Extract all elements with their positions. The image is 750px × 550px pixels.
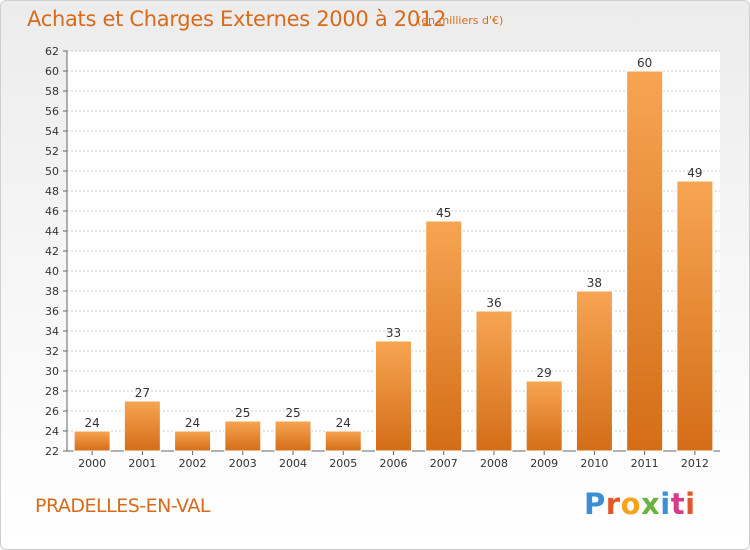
bar-value-label: 27 bbox=[135, 386, 150, 400]
bar-value-label: 24 bbox=[185, 416, 200, 430]
y-tick-label: 36 bbox=[45, 305, 59, 318]
y-tick-label: 22 bbox=[45, 445, 59, 458]
x-tick-label: 2006 bbox=[380, 457, 408, 470]
bar bbox=[475, 310, 513, 452]
chart-title: Achats et Charges Externes 2000 à 2012 bbox=[27, 7, 447, 31]
x-tick-label: 2002 bbox=[179, 457, 207, 470]
brand-letter: r bbox=[605, 487, 621, 521]
x-tick-label: 2004 bbox=[279, 457, 307, 470]
y-tick-label: 54 bbox=[45, 125, 59, 138]
bar bbox=[375, 340, 412, 452]
bar bbox=[224, 420, 262, 452]
bar-value-label: 29 bbox=[537, 366, 552, 380]
brand-letter: t bbox=[670, 487, 686, 521]
proxiti-logo: Proxiti bbox=[584, 487, 696, 521]
x-tick-label: 2001 bbox=[128, 457, 156, 470]
bar-value-label: 60 bbox=[637, 56, 652, 70]
x-tick-label: 2000 bbox=[78, 457, 106, 470]
y-tick-label: 62 bbox=[45, 45, 59, 58]
bar-value-label: 49 bbox=[687, 166, 702, 180]
y-tick-label: 56 bbox=[45, 105, 59, 118]
x-tick-label: 2010 bbox=[580, 457, 608, 470]
bar bbox=[123, 400, 161, 452]
x-tick-label: 2009 bbox=[530, 457, 558, 470]
brand-letter: P bbox=[584, 487, 606, 521]
y-tick-label: 42 bbox=[45, 245, 59, 258]
y-tick-label: 32 bbox=[45, 345, 59, 358]
y-tick-label: 50 bbox=[45, 165, 59, 178]
brand-letter: i bbox=[660, 487, 671, 521]
y-tick-label: 28 bbox=[45, 385, 59, 398]
bar bbox=[575, 290, 613, 452]
place-name: PRADELLES-EN-VAL bbox=[35, 495, 210, 517]
x-tick-label: 2012 bbox=[681, 457, 709, 470]
bar bbox=[676, 180, 714, 452]
y-tick-label: 48 bbox=[45, 185, 59, 198]
bar bbox=[626, 70, 664, 452]
y-tick-label: 24 bbox=[45, 425, 59, 438]
x-tick-label: 2005 bbox=[329, 457, 357, 470]
bar-value-label: 25 bbox=[235, 406, 250, 420]
bar bbox=[174, 430, 212, 452]
y-tick-label: 40 bbox=[45, 265, 59, 278]
bar-value-label: 38 bbox=[587, 276, 602, 290]
bar-value-label: 25 bbox=[285, 406, 300, 420]
bar bbox=[324, 430, 362, 452]
bar-value-label: 33 bbox=[386, 326, 401, 340]
y-tick-label: 46 bbox=[45, 205, 59, 218]
brand-letter: i bbox=[685, 487, 696, 521]
bar bbox=[274, 420, 312, 452]
bar bbox=[425, 220, 463, 452]
brand-letter: x bbox=[641, 487, 661, 521]
y-tick-label: 60 bbox=[45, 65, 59, 78]
bar bbox=[73, 430, 111, 452]
bar-value-label: 24 bbox=[84, 416, 99, 430]
y-tick-label: 34 bbox=[45, 325, 59, 338]
y-tick-label: 52 bbox=[45, 145, 59, 158]
bar-value-label: 24 bbox=[336, 416, 351, 430]
y-tick-label: 30 bbox=[45, 365, 59, 378]
y-tick-label: 38 bbox=[45, 285, 59, 298]
y-tick-label: 26 bbox=[45, 405, 59, 418]
y-tick-label: 44 bbox=[45, 225, 59, 238]
bar-value-label: 36 bbox=[486, 296, 501, 310]
brand-letter: o bbox=[620, 487, 642, 521]
bar-value-label: 45 bbox=[436, 206, 451, 220]
x-tick-label: 2003 bbox=[229, 457, 257, 470]
x-tick-label: 2011 bbox=[631, 457, 659, 470]
x-tick-label: 2007 bbox=[430, 457, 458, 470]
chart-unit: (en milliers d'€) bbox=[417, 14, 504, 27]
bar bbox=[525, 380, 563, 452]
y-tick-label: 58 bbox=[45, 85, 59, 98]
x-tick-label: 2008 bbox=[480, 457, 508, 470]
